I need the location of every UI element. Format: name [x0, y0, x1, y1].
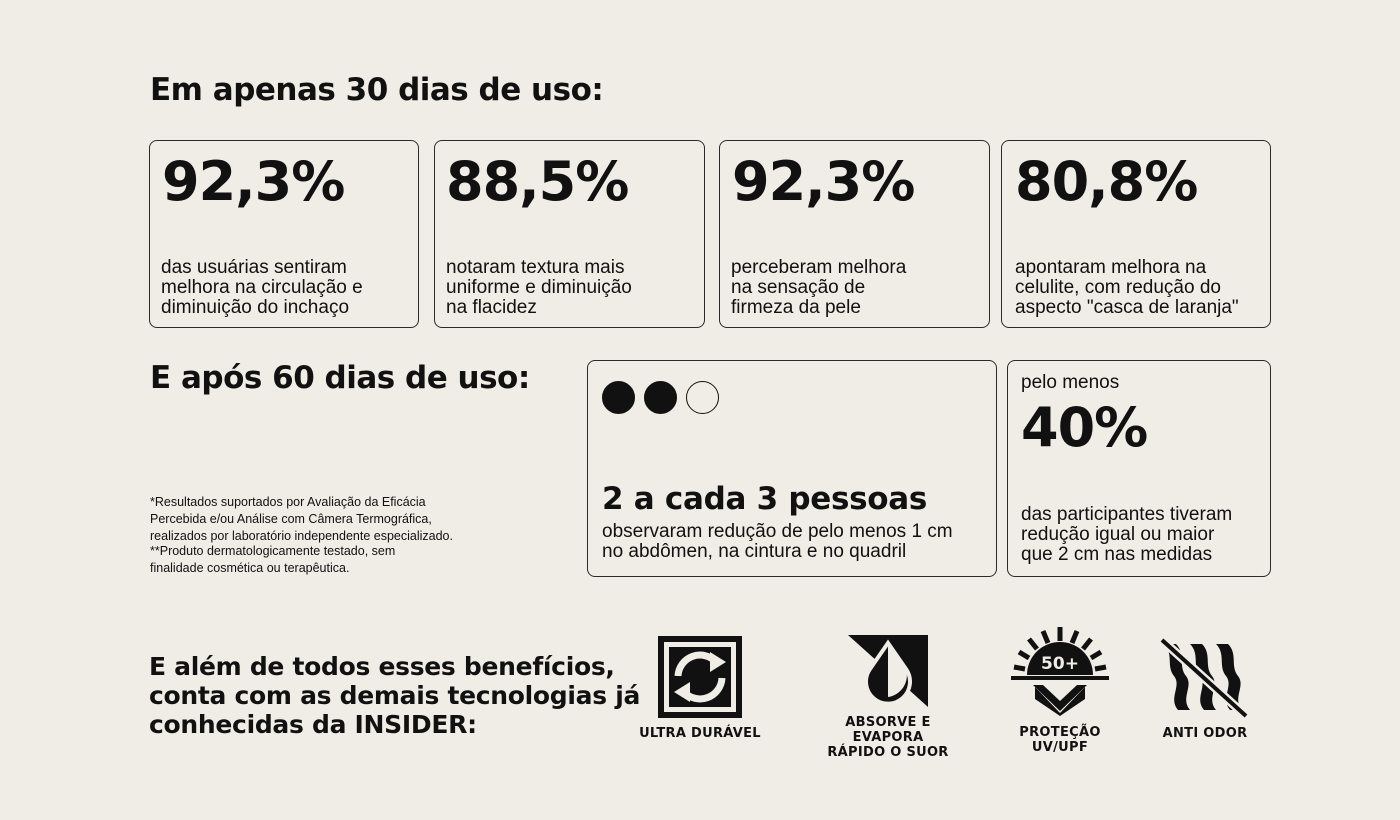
stat-value: 92,3% — [732, 150, 915, 213]
people-card: 2 a cada 3 pessoas observaram redução de… — [587, 360, 997, 577]
percent-prefix: pelo menos — [1021, 372, 1120, 393]
stat-card-3: 92,3% perceberam melhora na sensação de … — [719, 140, 990, 328]
stat-value: 80,8% — [1015, 150, 1198, 213]
stat-card-2: 88,5% notaram textura mais uniforme e di… — [434, 140, 705, 328]
stat-card-1: 92,3% das usuárias sentiram melhora na c… — [149, 140, 419, 328]
no-odor-icon — [1160, 638, 1248, 718]
icon-label-ultra-duravel: ULTRA DURÁVEL — [639, 726, 761, 741]
percent-value: 40% — [1021, 396, 1148, 459]
heading-60-days: E após 60 dias de uso: — [150, 360, 530, 396]
technologies-heading: E além de todos esses benefícios, conta … — [149, 652, 641, 739]
percent-card: pelo menos 40% das participantes tiveram… — [1007, 360, 1271, 577]
stat-description: das usuárias sentiram melhora na circula… — [161, 257, 363, 318]
footnote-dermatological: **Produto dermatologicamente testado, se… — [150, 544, 396, 575]
filled-person-dot — [602, 381, 635, 414]
icon-label-protecao: PROTEÇÃO UV/UPF — [1019, 725, 1101, 755]
stat-description: notaram textura mais uniforme e diminuiç… — [446, 257, 632, 318]
heading-30-days: Em apenas 30 dias de uso: — [150, 72, 604, 108]
stat-card-4: 80,8% apontaram melhora na celulite, com… — [1001, 140, 1271, 328]
stat-description: perceberam melhora na sensação de firmez… — [731, 257, 907, 318]
stat-description: apontaram melhora na celulite, com reduç… — [1015, 257, 1239, 318]
stat-value: 88,5% — [446, 150, 629, 213]
percent-description: das participantes tiveram redução igual … — [1021, 504, 1233, 565]
people-headline: 2 a cada 3 pessoas — [602, 481, 928, 517]
drop-absorb-icon — [848, 635, 928, 707]
upf-badge-text: 50+ — [1041, 654, 1079, 674]
stat-value: 92,3% — [162, 150, 345, 213]
sun-shield-icon: 50+ — [1011, 627, 1109, 716]
recycle-arrows-icon — [658, 636, 742, 718]
people-description: observaram redução de pelo menos 1 cm no… — [602, 521, 953, 562]
footnote-results: *Resultados suportados por Avaliação da … — [150, 495, 453, 543]
icon-label-anti-odor: ANTI ODOR — [1162, 726, 1248, 741]
filled-person-dot — [644, 381, 677, 414]
empty-person-dot — [686, 381, 719, 414]
icon-label-absorve: ABSORVE E EVAPORA RÁPIDO O SUOR — [827, 715, 949, 760]
